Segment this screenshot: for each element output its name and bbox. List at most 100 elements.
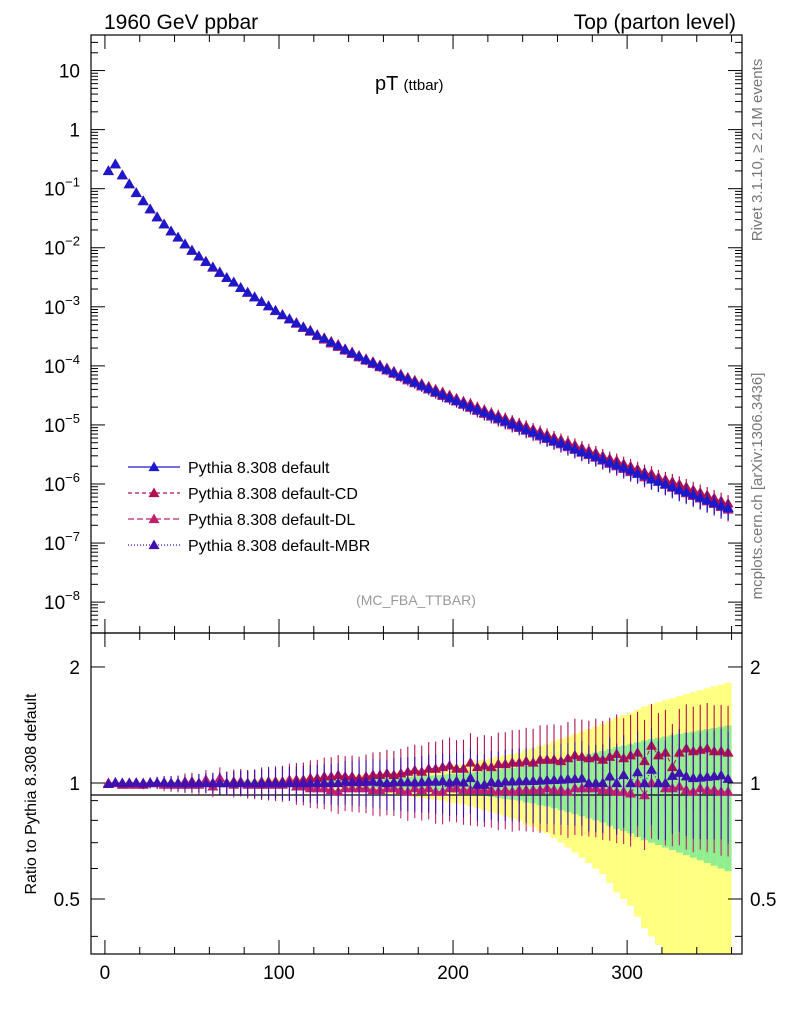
ratio-data-point [304,777,316,788]
ratio-axis-ticks [91,633,742,954]
ratio-data-point [116,777,128,788]
data-point [569,443,581,454]
y-tick-label: 10−2 [44,234,80,260]
main-plot-panel: 10 1 10−1 10−2 10−3 10−4 10−5 10−6 10−7 10−8 pT (… [44,34,743,634]
data-point [423,382,435,393]
ratio-data-point [583,777,595,788]
ratio-data-point [402,776,414,787]
mcplots-label: mcplots.cern.ch [arXiv:1306.3436] [749,373,766,600]
ratio-data-point [270,777,282,788]
ratio-data-point [109,776,121,787]
data-point [221,272,233,282]
data-point [158,218,170,229]
ratio-data-point [423,775,435,786]
ratio-data-point [214,777,226,788]
data-point [144,203,156,214]
data-point [388,367,400,377]
legend-entry: Pythia 8.308 default-CD [188,486,358,503]
ratio-data-point [318,777,330,788]
data-point [604,457,616,467]
data-point [659,478,671,489]
data-point [109,158,121,169]
ratio-data-point [632,766,644,777]
ratio-data-point [242,777,254,788]
ratio-data-point [235,777,247,788]
ratio-data-point [618,769,630,779]
data-point [673,484,685,494]
data-point [632,468,644,478]
ratio-data-point [437,775,449,786]
x-tick-label: 100 [263,963,295,984]
ratio-y-tick-label-right: 2 [750,658,761,679]
data-point [360,354,372,364]
main-y-tick-labels: 10 1 10−1 10−2 10−3 10−4 10−5 10−6 10−7 10−8 [44,62,80,615]
ratio-data-point [485,776,497,786]
ratio-data-point [576,772,588,783]
header-right: Top (parton level) [574,11,736,34]
x-tick-label: 300 [611,963,643,984]
legend: Pythia 8.308 default Pythia 8.308 default… [128,460,370,555]
ratio-data-point [597,777,609,788]
data-point [590,451,602,461]
plot-title: pT (ttbar) [375,73,444,95]
legend-marker [148,513,160,524]
ratio-data-point [478,779,490,789]
ratio-y-axis-label: Ratio to Pythia 8.308 default [23,693,40,895]
y-tick-label: 10−7 [44,529,80,555]
data-point [332,340,344,350]
ratio-data-point [221,777,233,788]
ratio-data-point [249,777,261,788]
data-point [402,373,414,384]
ratio-series-layer [102,703,734,857]
rivet-version-label: Rivet 3.1.10, ≥ 2.1M events [749,59,766,242]
data-point [193,250,205,261]
data-point [645,473,657,484]
main-series-layer [102,158,734,522]
data-point [687,489,699,499]
x-tick-labels: 0 100 200 300 [100,963,643,984]
data-point [520,424,532,434]
ratio-y-tick-label: 1 [69,774,80,795]
ratio-data-point [256,777,268,788]
legend-marker [148,461,160,472]
data-point [639,469,651,480]
ratio-data-point [297,777,309,788]
ratio-data-point [590,777,602,788]
ratio-data-point [374,776,386,787]
data-point [325,336,337,347]
data-point [283,313,295,324]
data-point [715,500,727,510]
x-tick-label: 0 [100,963,111,984]
data-point [708,497,720,507]
data-point [437,389,449,399]
data-point [430,386,442,396]
ratio-data-point [471,779,483,789]
data-point [471,404,483,414]
ratio-data-point [639,777,651,788]
ratio-data-point [652,777,664,788]
ratio-data-point [228,777,240,788]
ratio-data-point [680,770,692,781]
data-point [290,317,302,328]
ratio-y-tick-label-right: 0.5 [750,890,776,911]
ratio-data-point [367,775,379,786]
ratio-data-point [659,777,671,788]
data-point [583,448,595,459]
data-point [701,494,713,505]
data-point [339,344,351,354]
y-tick-label: 10 [59,62,80,83]
data-point [172,231,184,242]
data-point [534,429,546,440]
data-point [506,418,518,429]
data-point [548,435,560,445]
ratio-data-point [165,777,177,788]
data-point [527,426,539,437]
ratio-data-point [186,777,198,788]
data-point [165,225,177,236]
y-tick-label: 10−4 [44,352,80,378]
data-point [374,360,386,371]
ratio-plot-panel: 2 2 1 1 0.5 0.5 0 100 200 300 Ratio to Pythia 8.… [23,632,776,984]
analysis-watermark: (MC_FBA_TTBAR) [356,592,476,608]
data-point [694,492,706,502]
ratio-frame [90,632,743,955]
